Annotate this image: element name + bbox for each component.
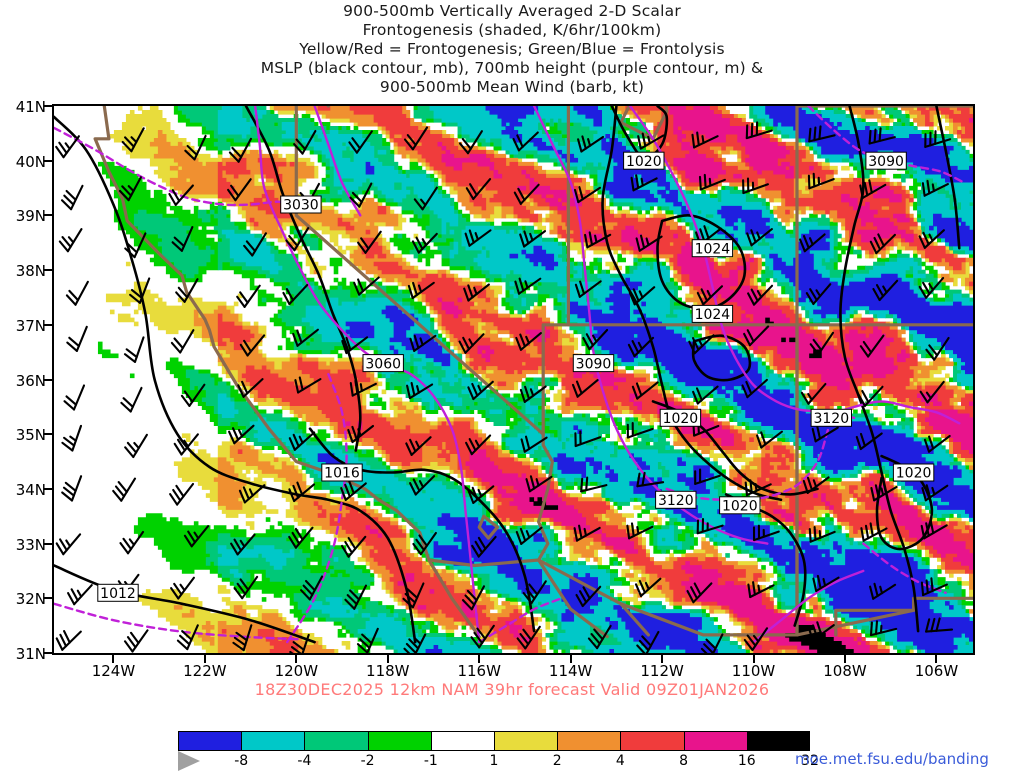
svg-text:1012: 1012 — [100, 586, 136, 602]
colorbar-segment — [684, 731, 747, 751]
title-line-1: 900-500mb Vertically Averaged 2-D Scalar — [0, 2, 1024, 21]
lat-label: 34N — [0, 481, 46, 499]
forecast-caption: 18Z30DEC2025 12km NAM 39hr forecast Vali… — [0, 680, 1024, 699]
colorbar-segment — [620, 731, 683, 751]
lon-label: 112W — [632, 662, 692, 680]
colorbar-tick-label: 2 — [535, 753, 579, 769]
lat-label: 41N — [0, 98, 46, 116]
contour-label: 1020 — [624, 152, 664, 170]
lat-label: 32N — [0, 590, 46, 608]
wind-barb — [60, 229, 82, 251]
wind-barb — [170, 484, 193, 505]
svg-text:3030: 3030 — [283, 198, 319, 214]
svg-text:1020: 1020 — [896, 466, 932, 482]
svg-text:3120: 3120 — [813, 411, 849, 427]
wind-barb — [57, 631, 81, 650]
contour-label: 1020 — [660, 409, 700, 427]
lon-label: 122W — [175, 662, 235, 680]
svg-text:3120: 3120 — [658, 493, 694, 509]
contour-label: 3120 — [811, 409, 851, 427]
chart-title: 900-500mb Vertically Averaged 2-D Scalar… — [0, 2, 1024, 97]
lon-label: 118W — [358, 662, 418, 680]
lon-label: 110W — [724, 662, 784, 680]
svg-text:1020: 1020 — [722, 499, 758, 515]
colorbar-segment — [368, 731, 431, 751]
map-canvas: 1012 1016 1020 1024 1024 1020 1020 1020 3030 3060… — [54, 106, 973, 653]
contour-label: 1020 — [720, 497, 760, 515]
svg-text:1016: 1016 — [324, 466, 360, 482]
map-plot-area[interactable]: 1012 1016 1020 1024 1024 1020 1020 1020 3030 3060… — [52, 104, 975, 655]
colorbar-segment — [747, 731, 810, 751]
colorbar-segment — [241, 731, 304, 751]
contour-label: 3030 — [281, 196, 321, 214]
wind-barb — [65, 386, 85, 410]
svg-text:1020: 1020 — [663, 411, 699, 427]
colorbar-overflow-arrow — [178, 751, 200, 771]
lat-label: 38N — [0, 262, 46, 280]
wind-barb — [62, 426, 81, 451]
wind-barb — [125, 435, 147, 457]
lat-label: 31N — [0, 645, 46, 663]
svg-text:1020: 1020 — [626, 154, 662, 170]
colorbar-tick-label: -1 — [409, 753, 453, 769]
colorbar-tick-label: 4 — [598, 753, 642, 769]
colorbar-segment — [431, 731, 494, 751]
lat-label: 36N — [0, 372, 46, 390]
contour-label: 1020 — [893, 464, 933, 482]
contour-label: 3090 — [866, 152, 906, 170]
title-line-2: Frontogenesis (shaded, K/6hr/100km) — [0, 21, 1024, 40]
lat-label: 37N — [0, 317, 46, 335]
colorbar-segment — [494, 731, 557, 751]
colorbar-tick-label: 16 — [725, 753, 769, 769]
contour-label: 3120 — [656, 491, 696, 509]
lon-label: 120W — [266, 662, 326, 680]
lon-label: 116W — [449, 662, 509, 680]
svg-text:3060: 3060 — [365, 356, 401, 372]
wind-barb — [121, 532, 144, 553]
lat-label: 35N — [0, 426, 46, 444]
svg-text:1024: 1024 — [695, 307, 731, 323]
lat-label: 33N — [0, 536, 46, 554]
lon-label: 124W — [83, 662, 143, 680]
colorbar-segment — [557, 731, 620, 751]
lon-label: 106W — [906, 662, 966, 680]
wind-barb — [62, 476, 81, 500]
svg-text:3090: 3090 — [868, 154, 904, 170]
colorbar-tick-label: -2 — [346, 753, 390, 769]
lon-label: 114W — [541, 662, 601, 680]
title-line-5: 900-500mb Mean Wind (barb, kt) — [0, 78, 1024, 97]
colorbar-segment — [178, 731, 241, 751]
lat-label: 40N — [0, 153, 46, 171]
wind-barb — [121, 388, 141, 412]
wind-barb — [57, 534, 80, 554]
contour-label: 1016 — [322, 464, 362, 482]
wind-barb — [56, 136, 79, 157]
colorbar-segment — [304, 731, 367, 751]
wind-barb — [67, 282, 88, 305]
lat-label: 39N — [0, 207, 46, 225]
attribution-text[interactable]: moe.met.fsu.edu/banding — [795, 750, 989, 768]
wind-barb — [62, 186, 83, 209]
wind-barb — [113, 479, 135, 501]
wind-barb — [125, 337, 144, 362]
contour-label: 1024 — [692, 305, 732, 323]
lon-label: 108W — [815, 662, 875, 680]
colorbar-tick-label: -8 — [219, 753, 263, 769]
svg-text:3090: 3090 — [576, 356, 612, 372]
contour-label: 3060 — [363, 355, 403, 373]
wind-barb — [125, 630, 148, 651]
colorbar-tick-label: 1 — [472, 753, 516, 769]
contour-label: 3090 — [573, 355, 613, 373]
title-line-3: Yellow/Red = Frontogenesis; Green/Blue =… — [0, 40, 1024, 59]
wind-barb — [68, 585, 92, 604]
contour-label: 1012 — [98, 584, 138, 602]
wind-barb — [67, 327, 87, 351]
contour-label: 1024 — [692, 240, 732, 258]
title-line-4: MSLP (black contour, mb), 700mb height (… — [0, 59, 1024, 78]
colorbar-tick-label: 8 — [662, 753, 706, 769]
svg-text:1024: 1024 — [695, 241, 731, 257]
colorbar-tick-label: -4 — [282, 753, 326, 769]
